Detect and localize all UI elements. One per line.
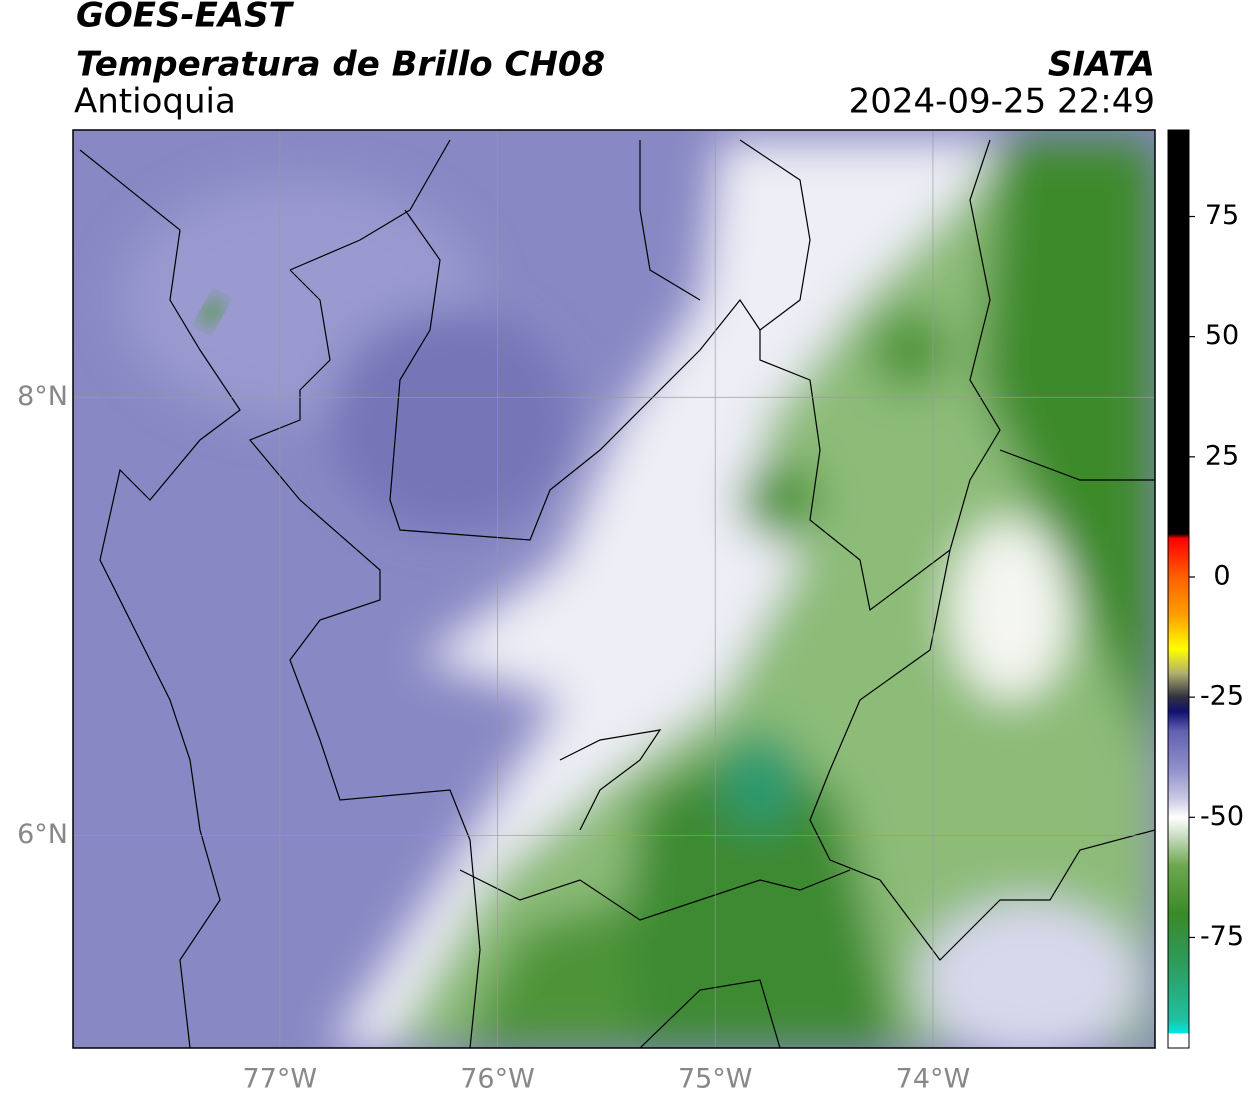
- map-frame: [72, 129, 1156, 1049]
- datetime: 2024-09-25 22:49: [849, 82, 1155, 122]
- x-tick-label: 74°W: [896, 1064, 971, 1095]
- colorbar-tick-label: 75: [1205, 200, 1239, 231]
- graticule: [73, 130, 1155, 1048]
- x-tick-label: 75°W: [678, 1064, 753, 1095]
- colorbar-tick-label: 25: [1205, 440, 1239, 471]
- subtitle: Temperatura de Brillo CH08: [76, 45, 605, 85]
- colorbar-tick-label: -25: [1200, 681, 1244, 712]
- region: Antioquia: [74, 82, 236, 122]
- colorbar-tick-label: 0: [1213, 560, 1230, 591]
- y-tick-label: 6°N: [17, 819, 68, 850]
- satellite-image: [73, 130, 1155, 1048]
- colorbar-tick-label: -75: [1200, 921, 1244, 952]
- y-tick-label: 8°N: [17, 381, 68, 412]
- colorbar-tick-label: 50: [1205, 320, 1239, 351]
- source: SIATA: [1048, 45, 1155, 85]
- x-tick-label: 77°W: [243, 1064, 318, 1095]
- colorbar: [1167, 129, 1190, 1049]
- x-tick-label: 76°W: [460, 1064, 535, 1095]
- title: GOES-EAST: [76, 0, 295, 36]
- colorbar-tick-label: -50: [1200, 801, 1244, 832]
